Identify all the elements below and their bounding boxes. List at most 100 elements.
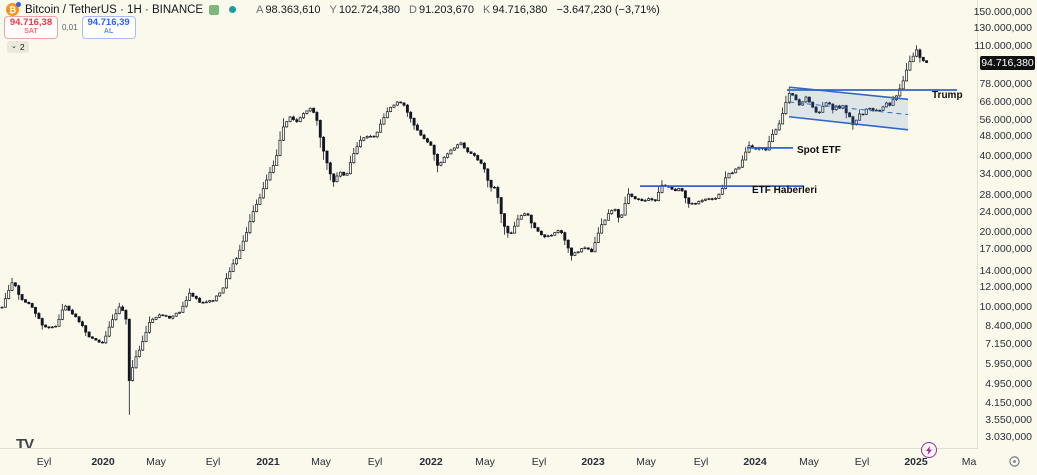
time-axis-tick: Eyl [36,456,52,468]
candle [794,94,798,101]
etf-haberleri-label[interactable]: ETF Haberleri [752,185,818,196]
candle [382,113,386,125]
candle [814,106,818,114]
time-axis-tick: Eyl [854,456,870,468]
trade-panel: 94.716,38 SAT 0,01 94.716,39 AL [4,16,136,40]
candle [0,306,4,309]
collapsed-indicators-count: 2 [19,42,25,52]
collapsed-indicators-chip[interactable]: ⌄ 2 [7,41,29,53]
candle [908,55,912,71]
candle [576,251,580,254]
candle [121,305,125,312]
candle [111,314,114,328]
candle [154,316,158,321]
candle [613,208,617,212]
candle [345,172,349,176]
time-axis-tick: Eyl [367,456,383,468]
candle [97,339,101,343]
price-axis-tick: 130.000,000 [973,22,1032,34]
sell-price: 94.716,38 [9,17,53,28]
candle [915,45,919,58]
time-axis-tick: 2023 [581,456,605,468]
price-axis-tick: 17.000,000 [979,243,1032,256]
candle [459,141,463,146]
candle [201,301,205,304]
candle [556,229,560,234]
candle [560,229,563,235]
candle [633,196,637,200]
candle [352,148,356,164]
candle [647,197,651,201]
price-axis-tick: 24.000,000 [979,205,1032,218]
candle [268,167,272,181]
candle [328,161,332,181]
candle [315,111,319,126]
candle [640,198,644,202]
candle [881,105,885,111]
price-axis[interactable]: 94.716,380 150.000,000 130.000,000 110.000… [973,0,1037,449]
candle [20,294,24,301]
candle [858,109,862,121]
candle [807,96,811,103]
candle [600,218,604,234]
chart-settings-icon[interactable] [1008,455,1021,468]
candle [64,304,68,311]
candle [590,247,594,253]
candle [740,155,744,168]
event-marker-icon[interactable] [921,442,937,458]
candle [231,259,235,273]
candle [874,108,878,112]
time-axis-tick: Eyl [205,456,221,468]
price-axis-tick: 150.000,000 [973,6,1032,19]
change-value: −3.647,230 (−3,71%) [556,3,660,16]
parallel-channel-drawing[interactable] [788,86,909,131]
candle [851,115,855,130]
candle [365,135,369,139]
candle [449,148,453,155]
candle [456,143,460,149]
candle [137,345,141,358]
candle [620,214,624,218]
candle [37,312,41,320]
candle [791,92,795,96]
candle [405,104,409,117]
candle [90,336,94,340]
candle [650,197,654,202]
candle [442,156,446,163]
candle [141,335,145,351]
candle [774,128,778,135]
buy-button[interactable]: 94.716,39 AL [81,16,136,40]
candle [335,172,339,183]
symbol-title[interactable]: Bitcoin / TetherUS · 1H · BINANCE [25,3,204,16]
candle [479,159,483,165]
candle [117,302,121,315]
candle [670,186,674,191]
candle [40,317,44,330]
price-axis-tick: 7.150,000 [985,337,1032,350]
price-axis-tick: 5.950,000 [985,357,1032,370]
sell-label: SAT [24,28,38,36]
time-axis[interactable]: Eyl 2020 May Eyl 2021 May Eyl 2022 May Eyl 2023 May… [0,448,1037,475]
candle [419,129,423,136]
candle [452,147,456,151]
candle [278,131,282,157]
candle [680,187,684,192]
candle [127,318,131,415]
time-axis-tick: 2024 [743,456,767,468]
candle [235,257,238,266]
buy-price: 94.716,39 [87,17,130,28]
time-axis-tick: 2021 [256,456,280,468]
price-axis-tick: 110.000,000 [974,40,1032,53]
candle [439,161,443,167]
sell-button[interactable]: 94.716,38 SAT [4,16,58,40]
spot-etf-label[interactable]: Spot ETF [797,145,841,156]
price-axis-tick: 4.950,000 [985,377,1032,390]
candlestick-chart[interactable] [0,0,978,449]
candle [251,205,255,223]
candle [714,197,718,200]
candle [181,301,185,313]
trump-label[interactable]: Trump [932,90,963,101]
chart-type-icon[interactable] [209,4,220,15]
candle [241,235,245,251]
candle [482,161,486,173]
